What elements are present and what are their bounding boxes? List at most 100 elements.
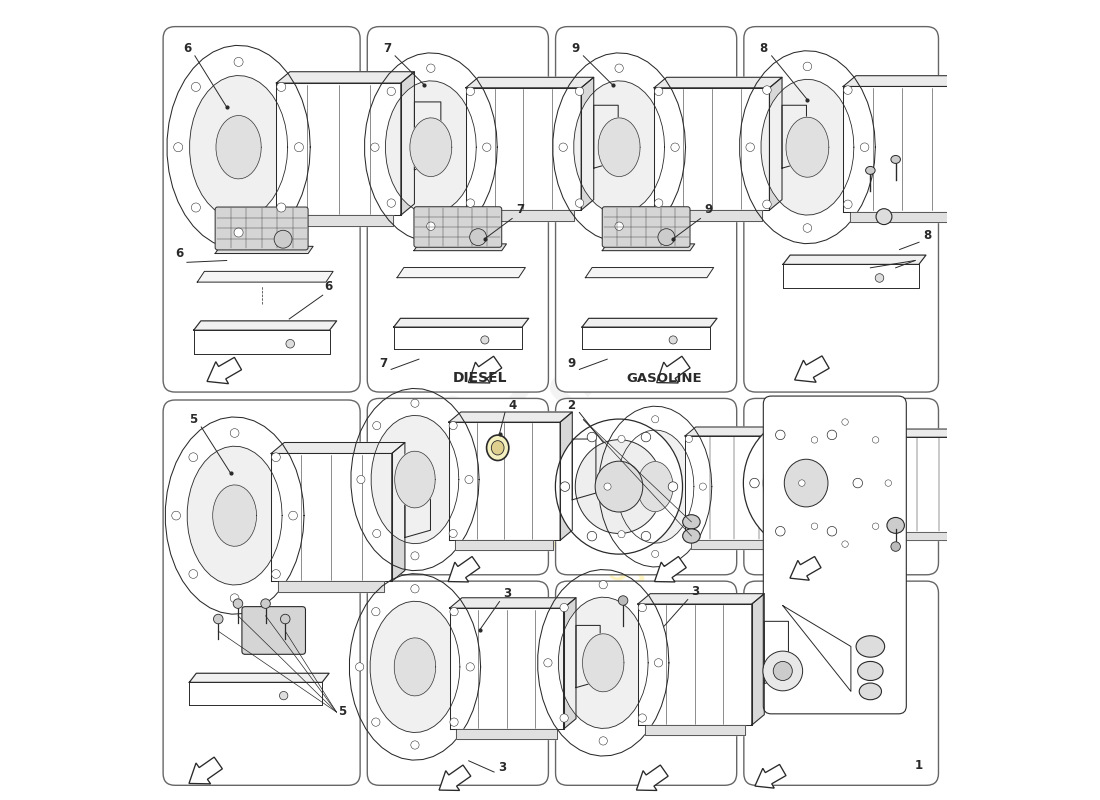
Polygon shape — [392, 442, 405, 582]
Circle shape — [372, 718, 379, 726]
FancyBboxPatch shape — [556, 398, 737, 574]
FancyBboxPatch shape — [367, 26, 549, 392]
Text: 5: 5 — [339, 705, 346, 718]
Polygon shape — [187, 446, 282, 585]
Ellipse shape — [492, 441, 504, 455]
Circle shape — [411, 552, 419, 560]
Circle shape — [372, 607, 379, 616]
Polygon shape — [654, 78, 782, 88]
Circle shape — [272, 570, 280, 578]
Polygon shape — [371, 602, 460, 733]
Circle shape — [261, 599, 271, 608]
Circle shape — [373, 530, 381, 538]
Polygon shape — [961, 76, 974, 211]
Polygon shape — [637, 765, 668, 790]
Polygon shape — [844, 86, 961, 211]
FancyBboxPatch shape — [242, 606, 306, 654]
Polygon shape — [465, 78, 594, 88]
Circle shape — [560, 482, 570, 491]
Polygon shape — [783, 427, 794, 540]
Polygon shape — [194, 321, 337, 330]
Circle shape — [387, 87, 396, 95]
Circle shape — [700, 483, 706, 490]
Polygon shape — [810, 432, 880, 534]
Polygon shape — [284, 215, 394, 226]
Polygon shape — [189, 674, 329, 682]
Text: 3: 3 — [503, 587, 512, 601]
Polygon shape — [212, 485, 256, 546]
Polygon shape — [189, 682, 322, 706]
Polygon shape — [794, 356, 829, 382]
FancyBboxPatch shape — [556, 26, 737, 392]
Circle shape — [654, 87, 663, 95]
Circle shape — [776, 526, 785, 536]
Ellipse shape — [683, 529, 701, 543]
Circle shape — [466, 199, 474, 207]
Circle shape — [876, 209, 892, 225]
Circle shape — [852, 478, 862, 488]
Text: 1: 1 — [915, 759, 923, 772]
Polygon shape — [450, 608, 563, 729]
Circle shape — [543, 658, 552, 667]
Text: DIESEL: DIESEL — [452, 370, 507, 385]
Circle shape — [355, 662, 364, 671]
Polygon shape — [878, 532, 956, 540]
Polygon shape — [189, 757, 222, 784]
Circle shape — [812, 437, 817, 443]
Circle shape — [280, 614, 290, 624]
Ellipse shape — [858, 662, 883, 681]
FancyBboxPatch shape — [602, 206, 690, 247]
Polygon shape — [278, 582, 384, 592]
Polygon shape — [455, 540, 553, 550]
Circle shape — [191, 203, 200, 212]
Circle shape — [803, 62, 812, 70]
Circle shape — [891, 542, 901, 551]
Polygon shape — [585, 267, 714, 278]
Circle shape — [776, 430, 785, 440]
Polygon shape — [216, 246, 313, 254]
Polygon shape — [272, 454, 392, 582]
Circle shape — [559, 143, 568, 151]
FancyBboxPatch shape — [744, 26, 938, 392]
Circle shape — [234, 58, 243, 66]
Circle shape — [277, 82, 286, 91]
Polygon shape — [576, 626, 601, 688]
Polygon shape — [872, 429, 971, 437]
Polygon shape — [560, 412, 572, 540]
Polygon shape — [415, 102, 441, 170]
Polygon shape — [617, 430, 694, 543]
Polygon shape — [638, 604, 751, 725]
Circle shape — [234, 228, 243, 237]
Circle shape — [750, 478, 759, 488]
Polygon shape — [194, 330, 330, 354]
Polygon shape — [961, 429, 971, 532]
Text: 4: 4 — [508, 399, 517, 412]
Circle shape — [671, 143, 679, 151]
Circle shape — [844, 200, 852, 209]
Polygon shape — [448, 557, 480, 582]
Ellipse shape — [683, 514, 701, 529]
Polygon shape — [574, 81, 664, 214]
Polygon shape — [371, 415, 459, 544]
Circle shape — [668, 482, 678, 491]
Polygon shape — [394, 327, 522, 350]
Polygon shape — [400, 72, 415, 215]
Polygon shape — [654, 88, 769, 210]
Circle shape — [449, 422, 458, 430]
Polygon shape — [439, 765, 471, 790]
Text: 8: 8 — [923, 229, 932, 242]
Polygon shape — [685, 427, 794, 436]
Circle shape — [410, 585, 419, 593]
Polygon shape — [582, 318, 717, 327]
Circle shape — [827, 430, 837, 440]
Text: 6: 6 — [183, 42, 191, 55]
Polygon shape — [657, 356, 690, 383]
Circle shape — [587, 432, 596, 442]
Text: 2: 2 — [568, 399, 575, 412]
Circle shape — [615, 222, 624, 230]
Circle shape — [277, 203, 286, 212]
Polygon shape — [764, 622, 789, 683]
Circle shape — [575, 87, 584, 95]
Ellipse shape — [856, 636, 884, 657]
Polygon shape — [751, 594, 764, 725]
